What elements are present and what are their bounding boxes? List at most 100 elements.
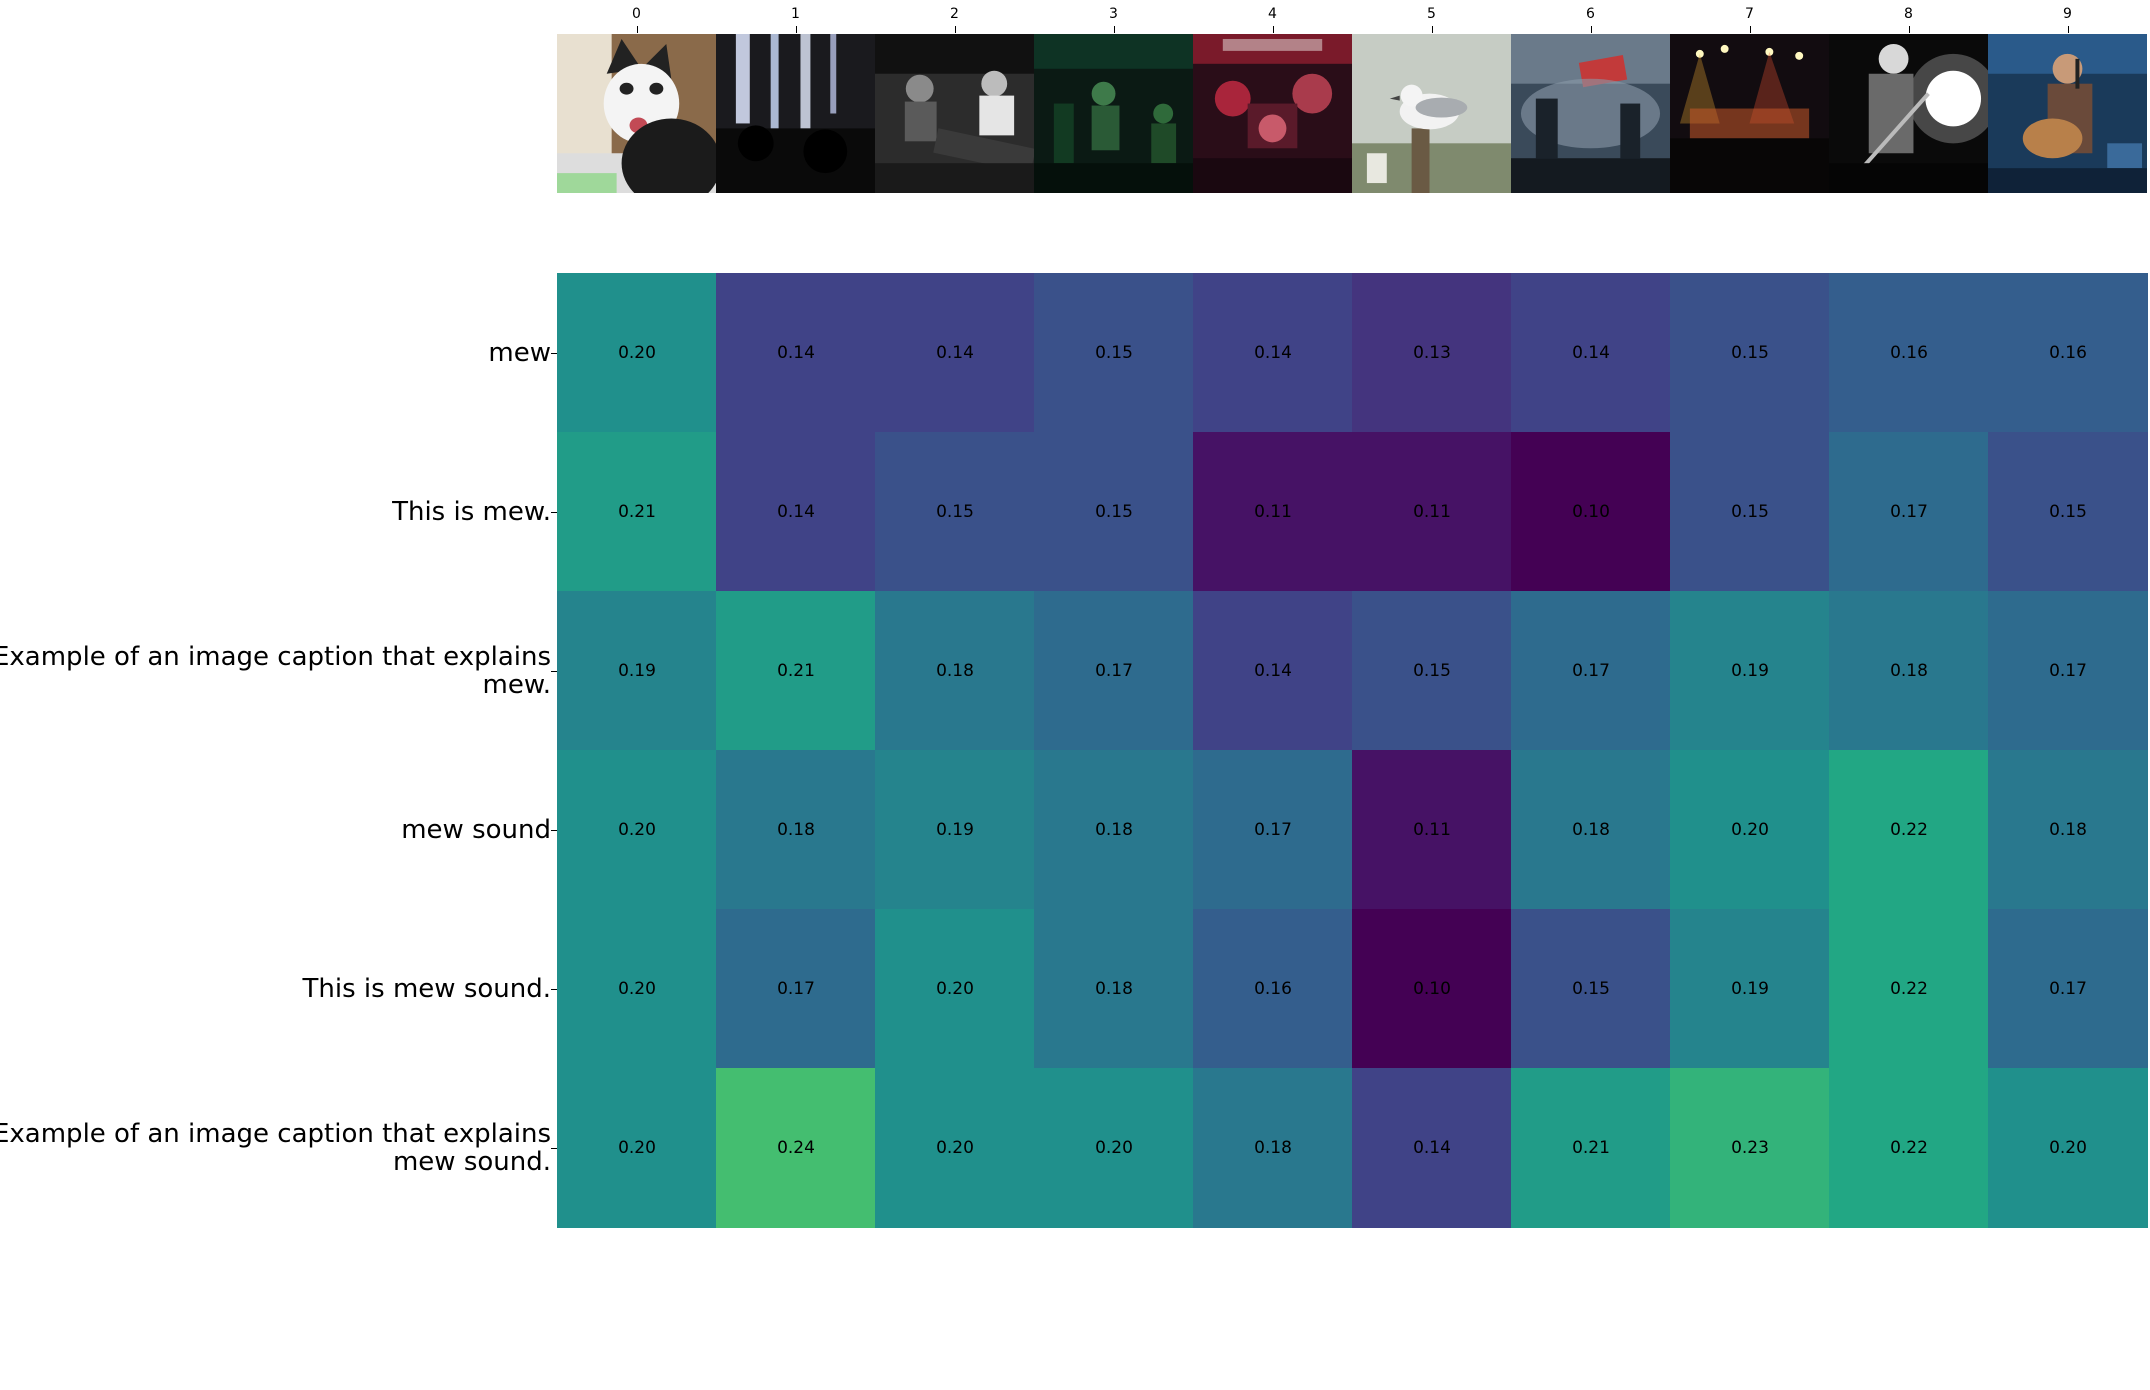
heatmap-cell: 0.10 — [1352, 909, 1512, 1069]
heatmap-cell: 0.22 — [1829, 750, 1989, 910]
seagull-photo — [1352, 34, 1511, 193]
row-tick-mark — [551, 353, 557, 354]
cell-value-label: 0.14 — [1572, 343, 1610, 363]
column-tick-mark — [955, 26, 956, 33]
row-tick-mark — [551, 1148, 557, 1149]
column-tick-label: 3 — [1109, 6, 1118, 22]
cell-value-label: 0.20 — [618, 820, 656, 840]
row-label-line: mew. — [482, 670, 551, 700]
heatmap-cell: 0.22 — [1829, 1068, 1989, 1228]
heatmap-cell: 0.18 — [716, 750, 876, 910]
heatmap-cell: 0.20 — [557, 1068, 717, 1228]
cell-value-label: 0.18 — [1095, 820, 1133, 840]
cell-value-label: 0.11 — [1413, 820, 1451, 840]
cell-value-label: 0.15 — [936, 502, 974, 522]
heatmap-cell: 0.18 — [875, 591, 1035, 751]
cell-value-label: 0.15 — [1731, 502, 1769, 522]
cell-value-label: 0.22 — [1890, 979, 1928, 999]
row-label-line: This is mew sound. — [302, 974, 551, 1004]
heatmap-cell: 0.20 — [875, 1068, 1035, 1228]
heatmap-cell: 0.21 — [557, 432, 717, 592]
cell-value-label: 0.20 — [2049, 1138, 2087, 1158]
row-label: This is mew sound. — [0, 975, 551, 1003]
guitarist-bw-photo — [1829, 34, 1988, 193]
cell-value-label: 0.14 — [777, 343, 815, 363]
cell-value-label: 0.18 — [1572, 820, 1610, 840]
cell-value-label: 0.24 — [777, 1138, 815, 1158]
column-tick-mark — [1273, 26, 1274, 33]
heatmap-cell: 0.14 — [1193, 273, 1353, 433]
heatmap-cell: 0.22 — [1829, 909, 1989, 1069]
heatmap-cell: 0.19 — [557, 591, 717, 751]
heatmap-cell: 0.15 — [1352, 591, 1512, 751]
cell-value-label: 0.17 — [2049, 979, 2087, 999]
cell-value-label: 0.23 — [1731, 1138, 1769, 1158]
cell-value-label: 0.17 — [1572, 661, 1610, 681]
column-tick-label: 1 — [791, 6, 800, 22]
cell-value-label: 0.15 — [1731, 343, 1769, 363]
heatmap-cell: 0.15 — [1988, 432, 2148, 592]
heatmap-cell: 0.17 — [716, 909, 876, 1069]
row-label-line: Example of an image caption that explain… — [0, 642, 551, 672]
cell-value-label: 0.17 — [1095, 661, 1133, 681]
column-tick-mark — [637, 26, 638, 33]
band-keyboard-bw-photo — [875, 34, 1034, 193]
cell-value-label: 0.21 — [618, 502, 656, 522]
cell-value-label: 0.15 — [1095, 502, 1133, 522]
heatmap-cell: 0.20 — [557, 909, 717, 1069]
heatmap-cell: 0.14 — [1511, 273, 1671, 433]
column-tick-label: 4 — [1268, 6, 1277, 22]
row-label: Example of an image caption that explain… — [0, 643, 551, 699]
row-label-line: Example of an image caption that explain… — [0, 1119, 551, 1149]
cell-value-label: 0.10 — [1413, 979, 1451, 999]
column-tick-label: 2 — [950, 6, 959, 22]
heatmap-cell: 0.18 — [1034, 750, 1194, 910]
cell-value-label: 0.18 — [1095, 979, 1133, 999]
heatmap-cell: 0.18 — [1829, 591, 1989, 751]
column-tick-mark — [1750, 26, 1751, 33]
heatmap-cell: 0.15 — [1511, 909, 1671, 1069]
cell-value-label: 0.18 — [1254, 1138, 1292, 1158]
cell-value-label: 0.11 — [1254, 502, 1292, 522]
column-tick-mark — [2068, 26, 2069, 33]
column-tick-mark — [1909, 26, 1910, 33]
heatmap-cell: 0.18 — [1988, 750, 2148, 910]
column-tick-label: 5 — [1427, 6, 1436, 22]
heatmap-cell: 0.24 — [716, 1068, 876, 1228]
heatmap-cell: 0.21 — [1511, 1068, 1671, 1228]
heatmap-cell: 0.11 — [1193, 432, 1353, 592]
cell-value-label: 0.20 — [936, 1138, 974, 1158]
heatmap-cell: 0.18 — [1034, 909, 1194, 1069]
cell-value-label: 0.21 — [1572, 1138, 1610, 1158]
heatmap-cell: 0.20 — [557, 273, 717, 433]
heatmap-cell: 0.15 — [1670, 432, 1830, 592]
heatmap-cell: 0.17 — [1988, 591, 2148, 751]
band-green-stage-photo — [1034, 34, 1193, 193]
cell-value-label: 0.16 — [1890, 343, 1928, 363]
heatmap-cell: 0.11 — [1352, 750, 1512, 910]
heatmap-cell: 0.19 — [1670, 909, 1830, 1069]
cell-value-label: 0.22 — [1890, 1138, 1928, 1158]
row-label-line: This is mew. — [392, 497, 551, 527]
heatmap-cell: 0.11 — [1352, 432, 1512, 592]
column-tick-mark — [1591, 26, 1592, 33]
heatmap-cell: 0.17 — [1193, 750, 1353, 910]
column-tick-mark — [796, 26, 797, 33]
row-label: This is mew. — [0, 498, 551, 526]
cell-value-label: 0.20 — [1731, 820, 1769, 840]
cell-value-label: 0.14 — [1254, 661, 1292, 681]
cell-value-label: 0.14 — [777, 502, 815, 522]
heatmap-cell: 0.20 — [875, 909, 1035, 1069]
cell-value-label: 0.17 — [777, 979, 815, 999]
cell-value-label: 0.18 — [2049, 820, 2087, 840]
heatmap-cell: 0.15 — [1034, 432, 1194, 592]
heatmap-cell: 0.14 — [1352, 1068, 1512, 1228]
singer-guitar-photo — [1988, 34, 2147, 193]
cell-value-label: 0.20 — [936, 979, 974, 999]
cell-value-label: 0.16 — [2049, 343, 2087, 363]
cell-value-label: 0.14 — [1413, 1138, 1451, 1158]
heatmap-cell: 0.17 — [1511, 591, 1671, 751]
cell-value-label: 0.15 — [2049, 502, 2087, 522]
heatmap-cell: 0.17 — [1988, 909, 2148, 1069]
heatmap-cell: 0.16 — [1829, 273, 1989, 433]
